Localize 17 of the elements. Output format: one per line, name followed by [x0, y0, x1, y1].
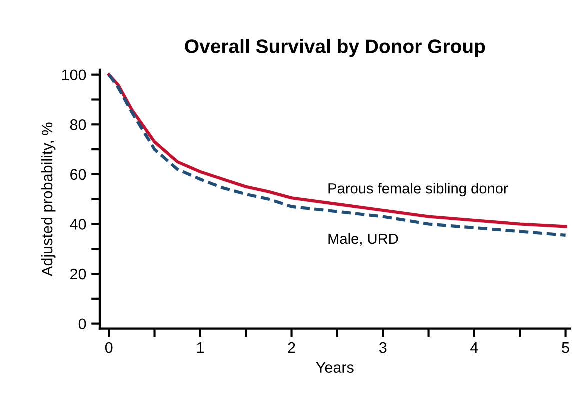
series-label: Male, URD — [328, 233, 398, 246]
x-tick-label: 2 — [288, 342, 296, 354]
series-label: Parous female sibling donor — [328, 183, 508, 197]
x-tick-label: 5 — [562, 342, 570, 354]
y-tick-label: 20 — [70, 268, 86, 280]
x-axis-title: Years — [316, 362, 354, 374]
chart-title: Overall Survival by Donor Group — [185, 39, 486, 58]
x-tick-label: 1 — [197, 342, 204, 354]
x-tick-label: 4 — [470, 342, 478, 354]
y-tick-label: 0 — [78, 318, 86, 330]
y-tick-label: 100 — [62, 70, 86, 81]
y-axis-title: Adjusted probability, % — [41, 122, 56, 276]
y-tick-label: 80 — [70, 120, 86, 130]
y-tick-label: 40 — [70, 219, 86, 230]
x-tick-label: 0 — [105, 342, 113, 354]
x-tick-label: 3 — [379, 342, 387, 354]
y-tick-label: 60 — [70, 169, 86, 180]
